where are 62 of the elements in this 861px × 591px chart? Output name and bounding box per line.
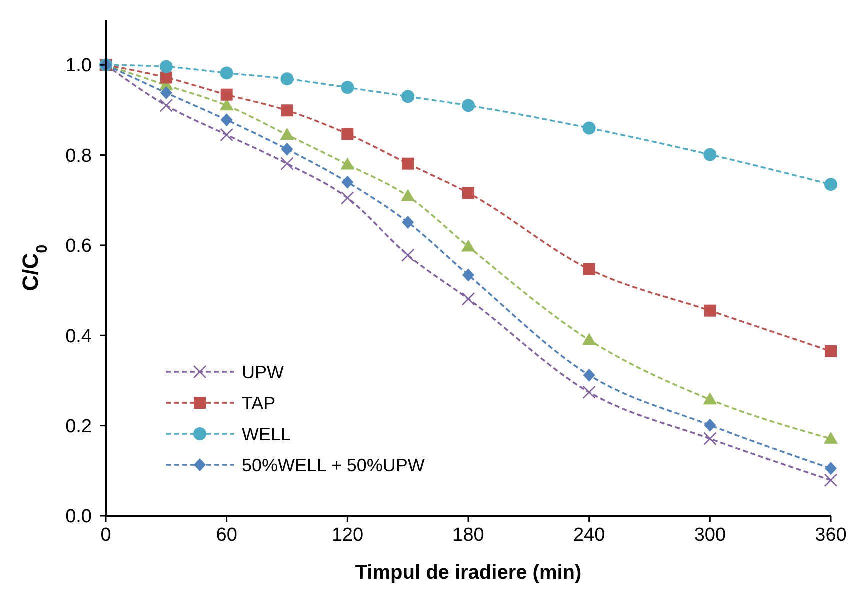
- point: [342, 128, 354, 140]
- legend-label: UPW: [242, 362, 284, 382]
- point: [220, 88, 233, 101]
- point: [582, 333, 596, 346]
- point: [280, 72, 294, 86]
- point: [401, 248, 415, 262]
- point: [462, 240, 476, 252]
- x-axis-title: Timpul de iradiere (min): [355, 562, 582, 584]
- point: [462, 268, 474, 282]
- point: [341, 191, 354, 205]
- y-tick-label: 0.4: [66, 326, 92, 348]
- point: [220, 66, 234, 80]
- point: [704, 432, 717, 446]
- point: [582, 122, 596, 135]
- point: [462, 292, 476, 306]
- point: [160, 72, 172, 84]
- point: [341, 81, 354, 94]
- y-tick-label: 0.6: [66, 236, 92, 258]
- point: [342, 176, 354, 189]
- point: [220, 128, 234, 142]
- point: [462, 99, 475, 112]
- y-tick-label: 0.2: [66, 416, 92, 438]
- point: [340, 158, 355, 170]
- x-tick-label: 120: [332, 525, 364, 546]
- x-tick-label: 0: [100, 525, 112, 546]
- x-tick-label: 180: [452, 525, 484, 546]
- point: [281, 142, 294, 156]
- point: [281, 104, 294, 117]
- point: [280, 128, 294, 140]
- point: [160, 99, 174, 112]
- point: [401, 189, 416, 202]
- point: [703, 392, 718, 405]
- point: [402, 158, 414, 170]
- point: [160, 86, 172, 100]
- point: [704, 304, 716, 317]
- legend-label: WELL: [242, 424, 292, 444]
- point: [220, 114, 233, 127]
- legend-label: TAP: [242, 393, 276, 414]
- point: [825, 345, 837, 358]
- point: [280, 157, 294, 170]
- point: [704, 148, 717, 162]
- point: [583, 263, 596, 276]
- point: [160, 60, 173, 74]
- point: [582, 386, 596, 400]
- point: [583, 368, 596, 382]
- point: [402, 90, 415, 104]
- y-tick-label: 0.8: [66, 146, 92, 167]
- point: [824, 178, 838, 192]
- x-tick-label: 240: [573, 525, 606, 546]
- x-tick-label: 360: [815, 525, 847, 546]
- x-tick-label: 60: [216, 525, 238, 546]
- point: [824, 474, 838, 488]
- y-tick-label: 0.0: [66, 506, 92, 528]
- point: [824, 432, 838, 444]
- point: [402, 216, 414, 229]
- point: [825, 462, 837, 476]
- point: [704, 418, 716, 432]
- point: [220, 98, 234, 111]
- x-tick-label: 300: [694, 525, 726, 546]
- point: [462, 187, 474, 200]
- y-tick-label: 1.0: [66, 56, 92, 77]
- legend-label: 50%WELL + 50%UPW: [242, 455, 425, 476]
